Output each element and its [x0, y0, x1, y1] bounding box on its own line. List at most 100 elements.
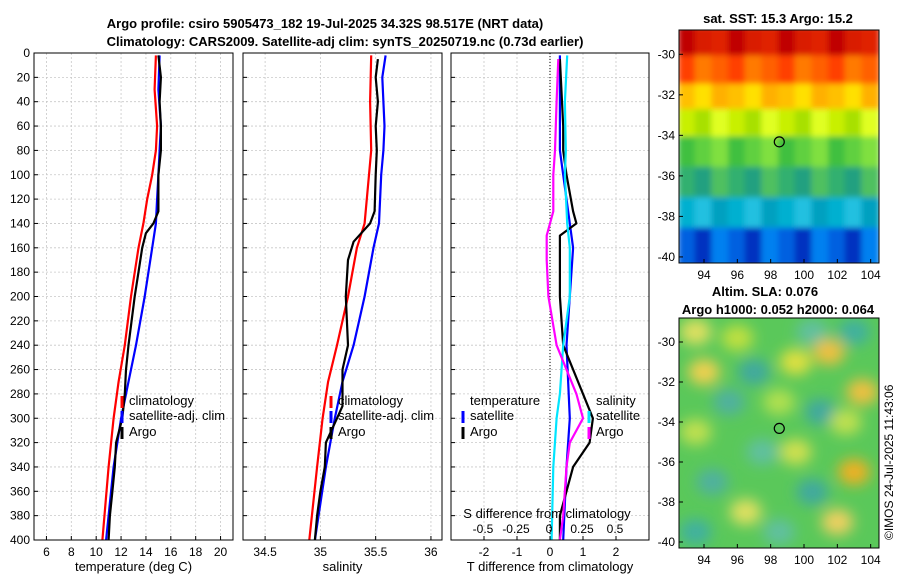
- sst-cell: [711, 197, 730, 236]
- sst-cell: [794, 55, 814, 92]
- map-x-tick-label: 94: [697, 553, 711, 567]
- sst-cell: [861, 136, 879, 175]
- sst-cell: [694, 166, 714, 206]
- sst-cell: [694, 197, 714, 236]
- y-tick-label: 280: [10, 387, 30, 401]
- sst-cell: [778, 30, 797, 64]
- x-tick-label: 34.5: [253, 545, 277, 559]
- sla-eddy: [679, 519, 712, 545]
- sst-cell: [828, 30, 847, 64]
- sst-cell: [844, 227, 864, 263]
- sst-cell: [794, 136, 814, 175]
- map-y-tick-label: -30: [658, 335, 676, 349]
- sst-cell: [811, 166, 830, 206]
- sst-cell: [711, 55, 730, 92]
- legend-label-s-satellite: satellite: [596, 408, 640, 423]
- sst-cell: [728, 227, 747, 263]
- sst-cell: [679, 109, 697, 145]
- argo-location-marker: [773, 422, 785, 434]
- series-s-satellite-diff: [550, 55, 571, 541]
- sst-cell: [744, 109, 764, 145]
- sst-cell: [694, 136, 714, 175]
- series-s-argo-diff: [545, 59, 585, 541]
- sst-cell: [694, 109, 714, 145]
- sst-cell: [811, 30, 830, 64]
- sst-cell: [728, 136, 747, 175]
- sst-cell: [811, 136, 830, 175]
- sst-cell: [794, 166, 814, 206]
- map-y-tick-label: -40: [658, 250, 676, 264]
- sst-cell: [811, 109, 830, 145]
- sst-cell: [728, 83, 747, 118]
- sla-eddy: [779, 349, 812, 375]
- map-x-tick-label: 100: [794, 553, 814, 567]
- map-x-tick-label: 100: [794, 268, 814, 282]
- sst-cell: [844, 166, 864, 206]
- sla-map-title-line1: Altim. SLA: 0.076: [712, 284, 818, 299]
- sst-cell: [828, 83, 847, 118]
- s-tick-label: -0.5: [473, 522, 494, 536]
- sst-map-panel: 94 96 98 100 102 104 -30 -32 -34 -36 -38 -40: [658, 29, 881, 282]
- series-argo: [107, 55, 162, 541]
- sla-eddy: [838, 459, 870, 485]
- sla-eddy: [813, 339, 845, 365]
- sla-eddy: [679, 419, 712, 445]
- y-tick-label: 300: [10, 411, 30, 425]
- sla-eddy: [721, 325, 754, 351]
- sst-cell: [744, 227, 764, 263]
- legend-label-temperature: temperature: [470, 393, 540, 408]
- y-tick-label: 120: [10, 192, 30, 206]
- sst-cell: [861, 30, 879, 64]
- x-tick-label: 20: [214, 545, 228, 559]
- sst-cell: [861, 83, 879, 118]
- sst-cell: [711, 30, 730, 64]
- legend-label-satellite: satellite-adj. clim: [338, 408, 434, 423]
- x-tick-label: 14: [139, 545, 153, 559]
- series-t-satellite-diff: [558, 55, 575, 541]
- map-x-tick-label: 96: [731, 553, 745, 567]
- map-y-tick-label: -38: [658, 495, 676, 509]
- sla-eddy: [713, 389, 745, 415]
- sst-cell: [694, 83, 714, 118]
- s-tick-label: 0: [546, 522, 553, 536]
- sst-cell: [811, 55, 830, 92]
- y-tick-label: 180: [10, 265, 30, 279]
- y-tick-label: 160: [10, 241, 30, 255]
- sla-eddy: [763, 389, 795, 415]
- sst-cell: [811, 227, 830, 263]
- sla-eddy: [763, 519, 795, 545]
- sst-cell: [811, 83, 830, 118]
- sst-cell: [761, 227, 780, 263]
- legend-label-salinity: salinity: [596, 393, 636, 408]
- map-y-tick-label: -32: [658, 375, 676, 389]
- x-tick-label: 8: [68, 545, 75, 559]
- map-y-tick-label: -30: [658, 47, 676, 61]
- sst-cell: [778, 55, 797, 92]
- x-tick-label: 36: [424, 545, 438, 559]
- map-x-tick-label: 104: [861, 553, 881, 567]
- x-axis-label: T difference from climatology: [467, 559, 634, 574]
- sst-cell: [761, 109, 780, 145]
- figure-title-line1: Argo profile: csiro 5905473_182 19-Jul-2…: [107, 16, 543, 31]
- sst-cell: [844, 197, 864, 236]
- y-tick-label: 320: [10, 436, 30, 450]
- sst-cell: [744, 55, 764, 92]
- sst-cell: [861, 109, 879, 145]
- x-axis-label: temperature (deg C): [75, 559, 192, 574]
- x-tick-label: 18: [189, 545, 203, 559]
- sst-cell: [794, 109, 814, 145]
- x-axis-label-top: S difference from climatology: [463, 506, 631, 521]
- sst-cell: [711, 166, 730, 206]
- series-satellite-adj-clim: [313, 55, 387, 541]
- y-tick-label: 220: [10, 314, 30, 328]
- series-climatology: [308, 55, 373, 541]
- sst-cell: [794, 197, 814, 236]
- imos-credit: ©IMOS 24-Jul-2025 11:43:06: [882, 384, 896, 540]
- sst-cell: [778, 83, 797, 118]
- map-y-tick-label: -38: [658, 209, 676, 223]
- salinity-legend: climatology satellite-adj. clim Argo: [329, 393, 434, 439]
- legend-label-t-satellite: satellite: [470, 408, 514, 423]
- map-y-tick-label: -36: [658, 169, 676, 183]
- y-tick-label: 200: [10, 290, 30, 304]
